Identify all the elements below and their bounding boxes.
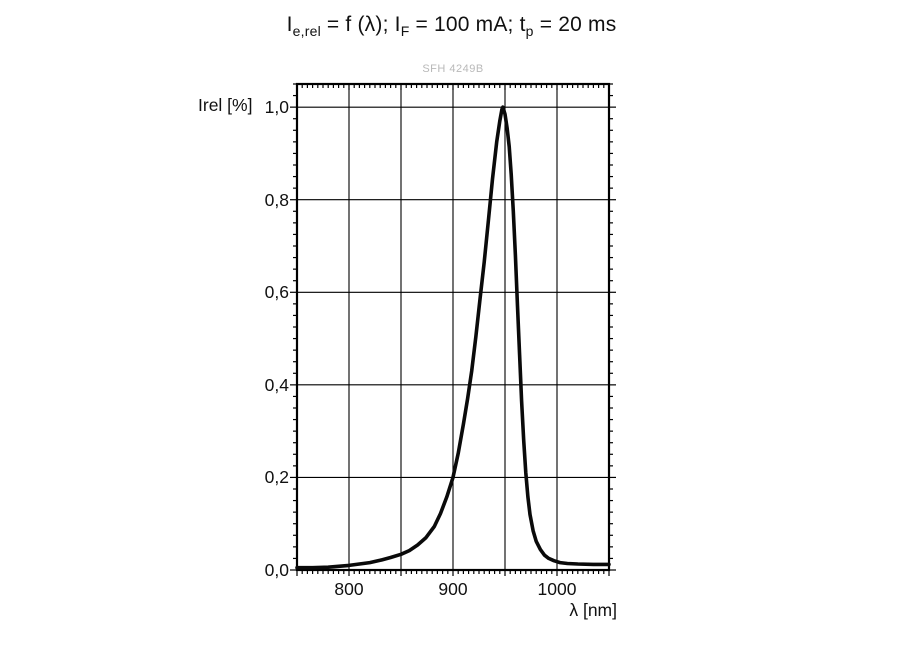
y-axis-label: Irel [%] <box>198 95 253 115</box>
plot-frame <box>295 82 611 572</box>
y-tick-label: 0,2 <box>264 467 289 488</box>
chart-title: Ie,rel = f (λ); IF = 100 mA; tp = 20 ms <box>0 13 903 40</box>
x-tick-label: 1000 <box>537 579 577 599</box>
title-segment: = f (λ); I <box>320 13 401 36</box>
title-subscript: e,rel <box>292 23 321 40</box>
y-tick-label: 0,8 <box>264 189 289 210</box>
spectrum-curve <box>295 105 611 570</box>
y-tick-label: 0,0 <box>264 560 289 580</box>
y-tick-label: 0,4 <box>264 374 289 395</box>
part-number-watermark: SFH 4249B <box>422 63 484 75</box>
title-subscript: F <box>400 23 410 40</box>
title-subscript: p <box>525 23 534 40</box>
title-segment: = 20 ms <box>533 13 617 36</box>
title-segment: I <box>286 13 293 36</box>
x-tick-label: 800 <box>334 579 364 599</box>
title-segment: = 100 mA; t <box>409 13 526 36</box>
x-axis-label: λ [nm] <box>569 600 617 620</box>
x-tick-label: 900 <box>438 579 468 599</box>
y-tick-label: 0,6 <box>264 282 289 303</box>
y-tick-label: 1,0 <box>264 97 289 118</box>
